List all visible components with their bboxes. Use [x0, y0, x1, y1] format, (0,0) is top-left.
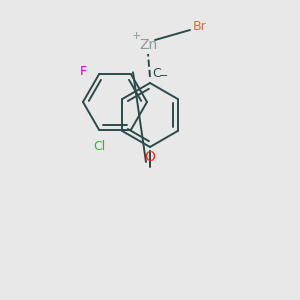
Text: F: F [80, 65, 87, 78]
Text: −: − [159, 71, 168, 81]
Text: C: C [152, 67, 161, 80]
Text: Br: Br [193, 20, 207, 34]
Text: Cl: Cl [93, 140, 105, 153]
Text: Zn: Zn [139, 38, 157, 52]
Text: +: + [131, 31, 141, 41]
Text: O: O [145, 150, 155, 164]
